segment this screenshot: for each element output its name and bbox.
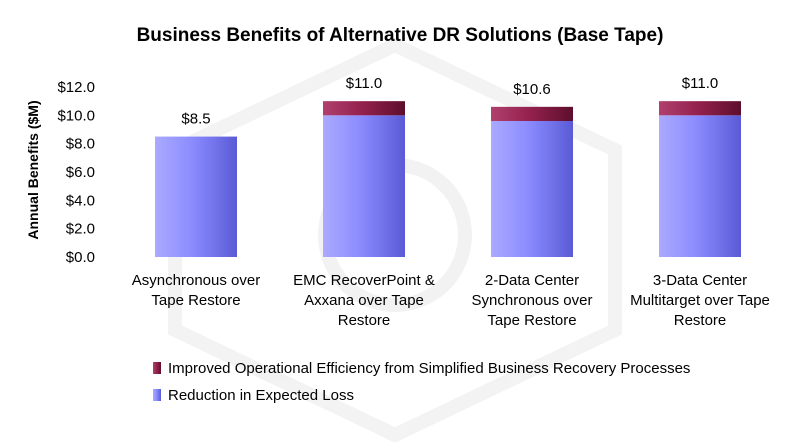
bar-reduction-in-expected-loss [659,115,741,257]
y-tick-label: $12.0 [57,79,95,96]
y-tick-label: $4.0 [66,192,95,209]
bar-improved-operational-efficiency [323,101,405,116]
bar-improved-operational-efficiency [659,101,741,116]
legend-entry: Improved Operational Efficiency from Sim… [168,360,690,377]
x-category-label: EMC RecoverPoint & Axxana over Tape Restor… [293,272,435,329]
legend-swatch [153,362,161,374]
legend-swatch [153,389,161,401]
legend-entry: Reduction in Expected Loss [168,387,354,404]
y-tick-label: $8.0 [66,136,95,153]
total-data-label: $11.0 [346,75,382,92]
bar-improved-operational-efficiency [491,106,573,121]
chart-title: Business Benefits of Alternative DR Solu… [137,25,664,46]
x-category-label: 2-Data Center Synchronous over Tape Restor… [472,272,593,329]
total-data-label: $10.6 [513,81,551,98]
y-axis-label: Annual Benefits ($M) [25,100,41,239]
x-category-label: Asynchronous over Tape Restore [132,272,260,309]
total-data-label: $11.0 [682,75,718,92]
y-tick-label: $2.0 [66,221,95,238]
y-tick-label: $0.0 [66,249,95,266]
y-tick-label: $10.0 [57,107,95,124]
bar-reduction-in-expected-loss [491,121,573,257]
bar-reduction-in-expected-loss [323,115,405,257]
y-tick-label: $6.0 [66,164,95,181]
total-data-label: $8.5 [181,111,210,128]
bar-reduction-in-expected-loss [155,136,237,257]
x-category-label: 3-Data Center Multitarget over Tape Restor… [630,272,770,329]
